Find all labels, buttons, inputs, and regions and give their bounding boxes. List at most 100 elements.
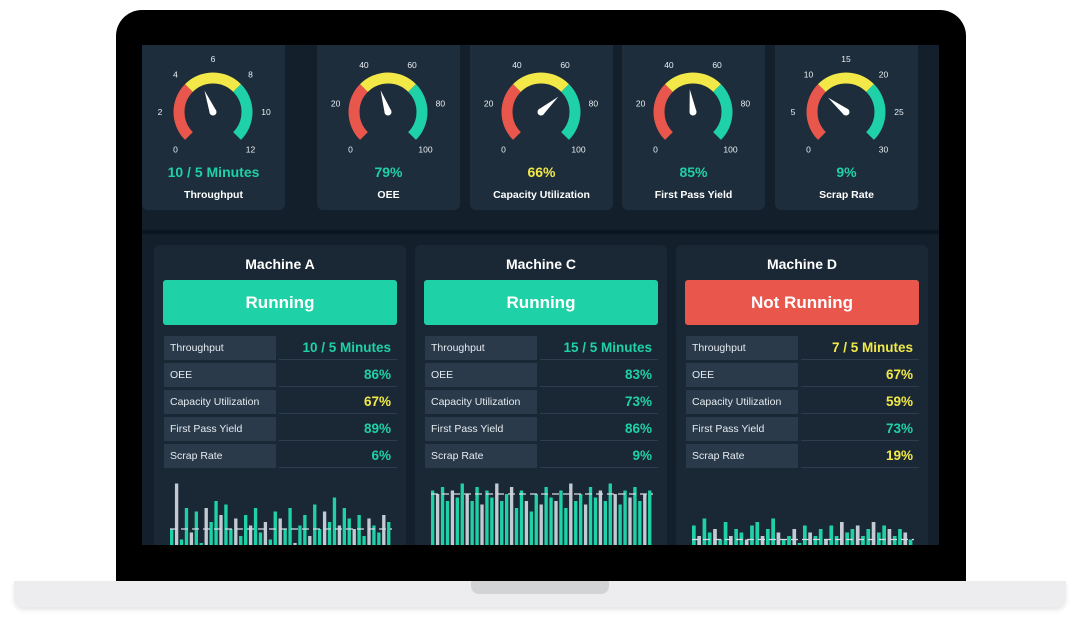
spark-bar [342,508,346,545]
spark-bar [189,532,194,545]
spark-bar [776,532,781,545]
gauge-tick-label: 5 [791,107,796,117]
machine-card-d[interactable]: Machine D Not Running Throughput 7 / 5 Mi… [676,245,928,545]
metric-value: 73% [540,390,658,414]
metrics-table: Throughput 7 / 5 Minutes OEE 67% Capacity … [686,336,919,471]
spark-bar [908,539,913,545]
status-banner: Running [424,280,658,325]
spark-bar [544,487,548,545]
spark-bar [337,525,342,545]
gauge-label: OEE [377,189,400,201]
metric-value: 73% [801,417,919,441]
metric-row: OEE 67% [686,363,919,390]
spark-bar [387,522,391,545]
spark-bar [887,529,892,545]
gauge-tick-label: 2 [158,107,163,117]
gauge-tick-label: 80 [436,99,446,109]
gauge-value: 85% [679,164,708,180]
spark-bar [258,532,263,545]
metric-value: 9% [540,444,658,468]
spark-bar [529,511,533,545]
gauge-tick-label: 20 [636,99,646,109]
metric-label: First Pass Yield [686,417,798,441]
metric-label: First Pass Yield [164,417,276,441]
gauge-card-capacity-utilization[interactable]: 0 20 40 60 80 100 66% Capacity Utilization [470,45,613,210]
spark-bar [179,539,184,545]
gauge-tick-label: 20 [331,99,341,109]
spark-bar [871,522,876,545]
gauge-tick-label: 6 [211,54,216,64]
gauge-arc-red [173,84,194,140]
spark-bar [559,490,563,545]
spark-bar [357,515,361,545]
gauge-card-throughput[interactable]: 0 2 4 6 8 10 12 10 / 5 Minutes Throughput [142,45,285,210]
spark-bar [574,501,578,545]
gauge-row: 0 2 4 6 8 10 12 10 / 5 Minutes Throughput 0 20 4… [142,45,939,220]
spark-bar [603,501,607,545]
spark-bar [460,483,464,545]
spark-bar [829,525,834,545]
gauge-card-oee[interactable]: 0 20 40 60 80 100 79% OEE [317,45,460,210]
metric-label: Scrap Rate [686,444,798,468]
machine-card-a[interactable]: Machine A Running Throughput 10 / 5 Minut… [154,245,406,545]
spark-bar [618,504,622,545]
spark-bar [643,494,647,545]
spark-bar [824,539,828,545]
metric-label: OEE [686,363,798,387]
gauge-dial: 0 20 40 60 80 100 [636,60,751,155]
gauge-card-first-pass-yield[interactable]: 0 20 40 60 80 100 85% First Pass Yield [622,45,765,210]
gauge-card-scrap-rate[interactable]: 0 5 10 15 20 25 30 9% Scrap Rate [775,45,918,210]
gauge-tick-label: 80 [741,99,751,109]
spark-bar [519,490,524,545]
spark-bar [713,529,717,545]
gauge-arc-yellow [513,72,569,93]
gauge-arc-yellow [818,72,874,93]
spark-bar [327,522,332,545]
spark-bar [598,490,603,545]
spark-bar [579,494,583,545]
metric-row: OEE 86% [164,363,397,390]
spark-bar [480,504,484,545]
gauge-hub [537,108,545,116]
gauge-tick-label: 0 [653,144,658,154]
gauge-dial: 0 5 10 15 20 25 30 [791,54,904,154]
sparkline-chart [431,483,653,545]
metric-value: 83% [540,363,658,387]
sparkline-chart [692,518,914,545]
spark-bar [234,518,238,545]
spark-bar [470,501,474,545]
gauge-tick-label: 25 [894,107,904,117]
metrics-table: Throughput 15 / 5 Minutes OEE 83% Capacity… [425,336,658,471]
spark-bar [273,511,277,545]
gauge-hub [209,108,217,116]
gauge-arc-green [407,84,428,140]
spark-bar [244,515,248,545]
spark-bar [184,508,189,545]
spark-bar [514,508,519,545]
metric-label: Throughput [425,336,537,360]
metric-value: 86% [540,417,658,441]
gauge-needle [204,90,217,114]
gauge-arc-red [806,84,827,140]
metric-label: Throughput [686,336,798,360]
spark-bar [834,536,839,545]
spark-bar [263,522,268,545]
gauge-needle [380,90,392,114]
spark-bar [734,529,738,545]
spark-bar [445,501,450,545]
spark-bar [723,522,728,545]
spark-bar [204,508,208,545]
metric-label: Capacity Utilization [425,390,537,414]
gauge-tick-label: 100 [723,144,737,154]
sparkline-chart [170,483,392,545]
gauge-tick-label: 60 [560,60,570,70]
machine-card-c[interactable]: Machine C Running Throughput 15 / 5 Minut… [415,245,667,545]
gauge-tick-label: 60 [407,60,417,70]
metric-row: Throughput 10 / 5 Minutes [164,336,397,363]
spark-bar [377,532,381,545]
gauge-arc-green [232,84,253,140]
metric-label: Capacity Utilization [686,390,798,414]
spark-bar [362,536,366,545]
spark-bar [760,536,765,545]
gauge-tick-label: 40 [664,60,674,70]
